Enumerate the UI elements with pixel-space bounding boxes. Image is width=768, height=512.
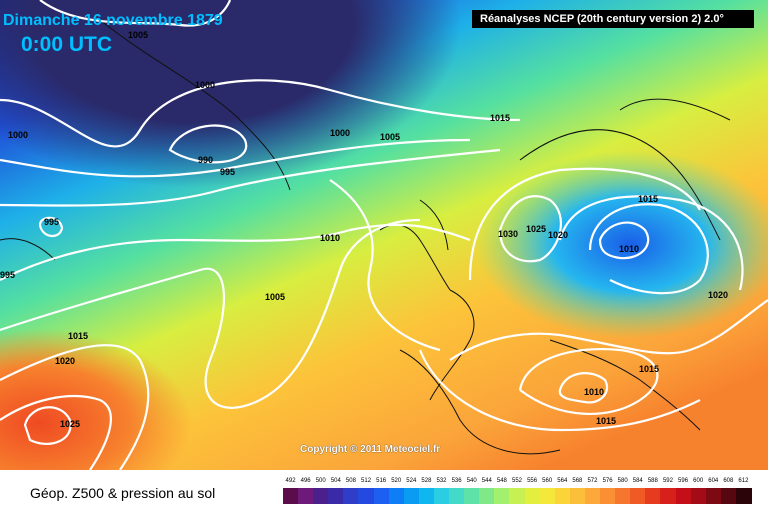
legend-tick: 500 [315, 478, 326, 484]
legend-tick: 544 [481, 478, 492, 484]
legend-tick: 524 [406, 478, 417, 484]
legend-tick: 560 [542, 478, 553, 484]
isobar-label: 995 [0, 270, 15, 280]
source-label: Réanalyses NCEP (20th century version 2)… [472, 10, 754, 28]
chart-description: Géop. Z500 & pression au sol [30, 485, 216, 501]
legend-tick-labels: 492 496 500 504 508 512 516 520 524 528 532 536 540 5… [283, 478, 751, 488]
legend-swatch [615, 488, 632, 504]
legend-swatch [418, 488, 435, 504]
legend-tick: 604 [708, 478, 719, 484]
isobar-label: 1010 [584, 387, 604, 397]
legend-swatch [705, 488, 722, 504]
legend-tick: 532 [436, 478, 447, 484]
legend-swatch [675, 488, 692, 504]
legend-tick: 564 [557, 478, 568, 484]
legend-tick: 588 [647, 478, 658, 484]
isobar-label: 1020 [548, 230, 568, 240]
isobar-label: 995 [220, 167, 235, 177]
legend-tick: 584 [632, 478, 643, 484]
legend-tick: 568 [572, 478, 583, 484]
legend-swatch [449, 488, 466, 504]
legend-swatch [720, 488, 737, 504]
legend-tick: 612 [738, 478, 749, 484]
isobar-label: 1010 [619, 244, 639, 254]
isobar-label: 1015 [68, 331, 88, 341]
legend-swatch [539, 488, 556, 504]
isobar-label: 1005 [265, 292, 285, 302]
legend-swatch [584, 488, 601, 504]
legend-tick: 496 [300, 478, 311, 484]
legend-tick: 508 [345, 478, 356, 484]
legend-tick: 572 [587, 478, 598, 484]
copyright-notice: Copyright © 2011 Meteociel.fr [300, 444, 441, 455]
isobar-label: 1020 [708, 290, 728, 300]
legend-tick: 576 [602, 478, 613, 484]
legend-tick: 548 [496, 478, 507, 484]
legend-swatch [373, 488, 390, 504]
isobar-label: 1015 [638, 194, 658, 204]
legend-tick: 556 [527, 478, 538, 484]
isobar-label: 1010 [320, 233, 340, 243]
legend-swatch [464, 488, 481, 504]
legend-swatch [403, 488, 420, 504]
isobar-label: 990 [198, 155, 213, 165]
legend-tick: 596 [678, 478, 689, 484]
chart-date: Dimanche 16 novembre 1879 [3, 12, 223, 29]
isobar-label: 1015 [639, 364, 659, 374]
legend-tick: 528 [421, 478, 432, 484]
legend-swatch [660, 488, 677, 504]
legend-tick: 504 [330, 478, 341, 484]
isobar-label: 1020 [55, 356, 75, 366]
legend-swatch [283, 488, 299, 504]
legend-tick: 516 [376, 478, 387, 484]
isobar-label: 1000 [195, 80, 215, 90]
legend-swatch [494, 488, 511, 504]
isobar-label: 1015 [596, 416, 616, 426]
legend-swatch [554, 488, 571, 504]
chart-time: 0:00 UTC [21, 33, 113, 56]
legend-swatch [735, 488, 752, 504]
legend-tick: 592 [662, 478, 673, 484]
legend-swatch [298, 488, 315, 504]
legend-tick: 608 [723, 478, 734, 484]
legend-swatch [388, 488, 405, 504]
isobar-label: 1015 [490, 113, 510, 123]
isobar-label: 1025 [60, 419, 80, 429]
legend-swatch [524, 488, 541, 504]
legend-tick: 540 [466, 478, 477, 484]
isobar-label: 1005 [128, 30, 148, 40]
isobar-label: 995 [44, 217, 59, 227]
isobar-label: 1030 [498, 229, 518, 239]
legend-swatch [328, 488, 345, 504]
legend-tick: 552 [511, 478, 522, 484]
isobar-label: 1000 [330, 128, 350, 138]
isobar-label: 1000 [8, 130, 28, 140]
isobar-label: 1005 [380, 132, 400, 142]
legend-swatch [509, 488, 526, 504]
legend-tick: 536 [451, 478, 462, 484]
legend-tick: 580 [617, 478, 628, 484]
legend-tick: 600 [693, 478, 704, 484]
legend-swatch [343, 488, 360, 504]
legend-tick: 512 [361, 478, 372, 484]
legend-swatch [358, 488, 375, 504]
legend-swatch [433, 488, 450, 504]
isobar-lines [0, 0, 768, 470]
pressure-map: 1005 1000 1000 990 995 1000 1005 1015 99… [0, 0, 768, 470]
legend-swatch [630, 488, 647, 504]
isobar-label: 1025 [526, 224, 546, 234]
legend-swatch [569, 488, 586, 504]
color-legend [283, 488, 752, 504]
legend-swatch [313, 488, 330, 504]
legend-swatch [645, 488, 662, 504]
legend-swatch [600, 488, 617, 504]
legend-swatch [479, 488, 496, 504]
isobar-labels: 1005 1000 1000 990 995 1000 1005 1015 99… [0, 30, 728, 429]
legend-tick: 492 [285, 478, 296, 484]
legend-tick: 520 [391, 478, 402, 484]
legend-swatch [690, 488, 707, 504]
